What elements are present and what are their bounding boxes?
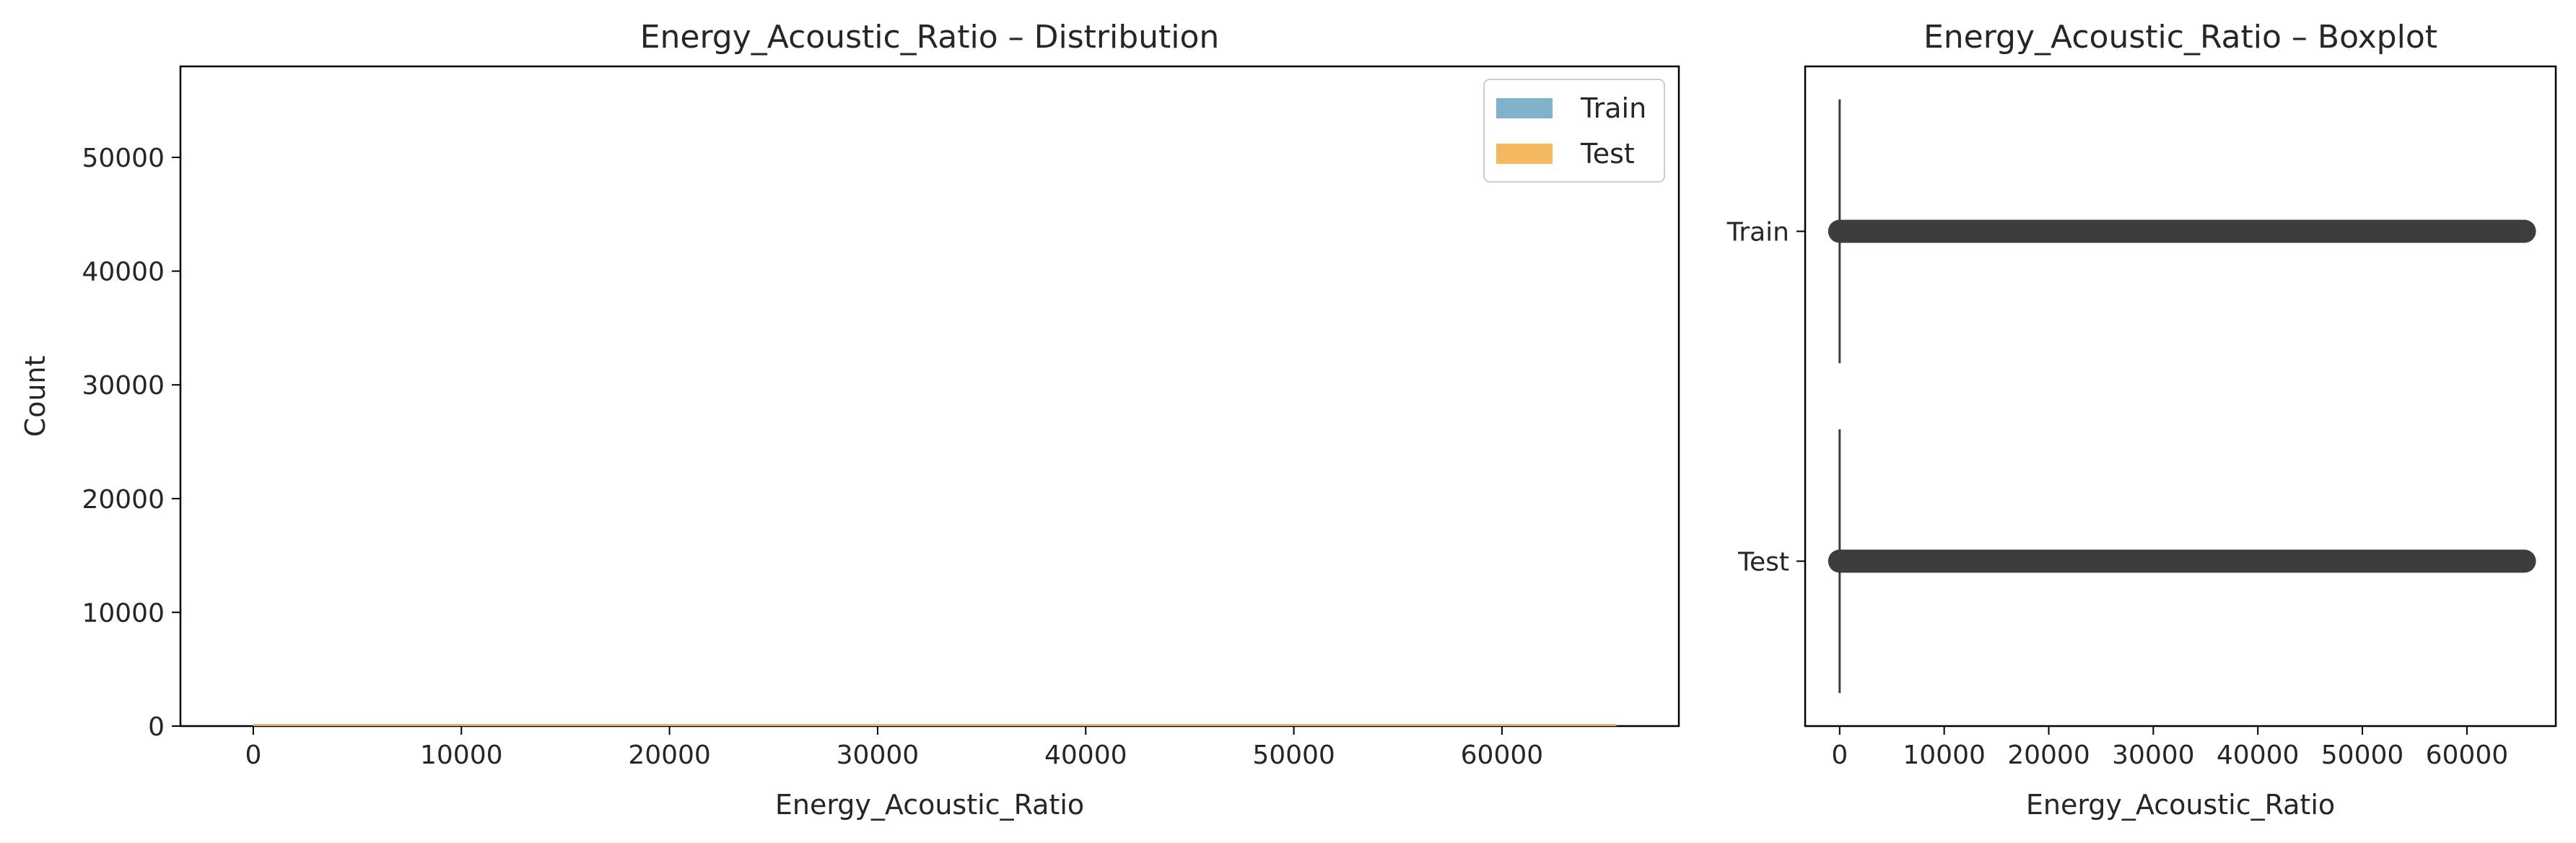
y-tick-label: 0 [148, 712, 165, 742]
y-tick-label: 30000 [82, 371, 165, 401]
x-tick-label: 10000 [1903, 741, 1986, 770]
x-tick-label: 30000 [2112, 741, 2195, 770]
histogram-bar-test [253, 724, 1617, 726]
y-tick-label: 10000 [82, 598, 165, 628]
boxplot-plot-area [1804, 65, 2557, 728]
distribution-x-label: Energy_Acoustic_Ratio [775, 789, 1084, 821]
boxplot-x-label: Energy_Acoustic_Ratio [2026, 789, 2335, 821]
box-train [1828, 99, 2536, 364]
distribution-y-ticks: 0 10000 20000 30000 40000 50000 [82, 144, 180, 742]
x-tick-label: 20000 [2007, 741, 2090, 770]
legend-label-test: Test [1580, 138, 1635, 170]
x-tick-label: 30000 [837, 741, 920, 770]
y-tick-label: 50000 [82, 144, 165, 173]
x-tick-label: 40000 [2217, 741, 2300, 770]
legend-label-train: Train [1580, 92, 1646, 124]
histogram-bars [253, 724, 1617, 726]
legend: Train Test [1483, 79, 1665, 183]
x-tick-label: 0 [245, 741, 261, 770]
x-tick-label: 0 [1831, 741, 1848, 770]
x-tick-label: 10000 [420, 741, 503, 770]
x-tick-label: 20000 [628, 741, 711, 770]
x-tick-label: 50000 [2321, 741, 2404, 770]
x-tick-label: 40000 [1044, 741, 1127, 770]
boxplot-marks [1828, 99, 2536, 694]
box-test [1828, 429, 2536, 694]
x-tick-label: 60000 [2426, 741, 2509, 770]
category-tick-label: Train [1726, 218, 1789, 248]
distribution-chart: Energy_Acoustic_Ratio – Distribution 0 10… [19, 19, 1680, 821]
boxplot-chart: Energy_Acoustic_Ratio – Boxplot 0 10000 20… [1726, 19, 2557, 821]
category-tick-label: Test [1737, 548, 1789, 577]
boxplot-category-ticks: Train Test [1726, 218, 1805, 577]
boxplot-title: Energy_Acoustic_Ratio – Boxplot [1924, 19, 2437, 56]
x-tick-label: 60000 [1461, 741, 1544, 770]
legend-swatch-train [1496, 98, 1553, 118]
y-tick-label: 40000 [82, 258, 165, 287]
x-tick-label: 50000 [1252, 741, 1335, 770]
distribution-y-label: Count [19, 356, 51, 437]
distribution-plot-area [179, 65, 1680, 728]
distribution-title: Energy_Acoustic_Ratio – Distribution [640, 19, 1220, 56]
boxplot-x-ticks: 0 10000 20000 30000 40000 50000 60000 [1831, 726, 2508, 770]
legend-swatch-test [1496, 144, 1553, 164]
y-tick-label: 20000 [82, 485, 165, 515]
distribution-x-ticks: 0 10000 20000 30000 40000 50000 60000 [245, 726, 1543, 770]
